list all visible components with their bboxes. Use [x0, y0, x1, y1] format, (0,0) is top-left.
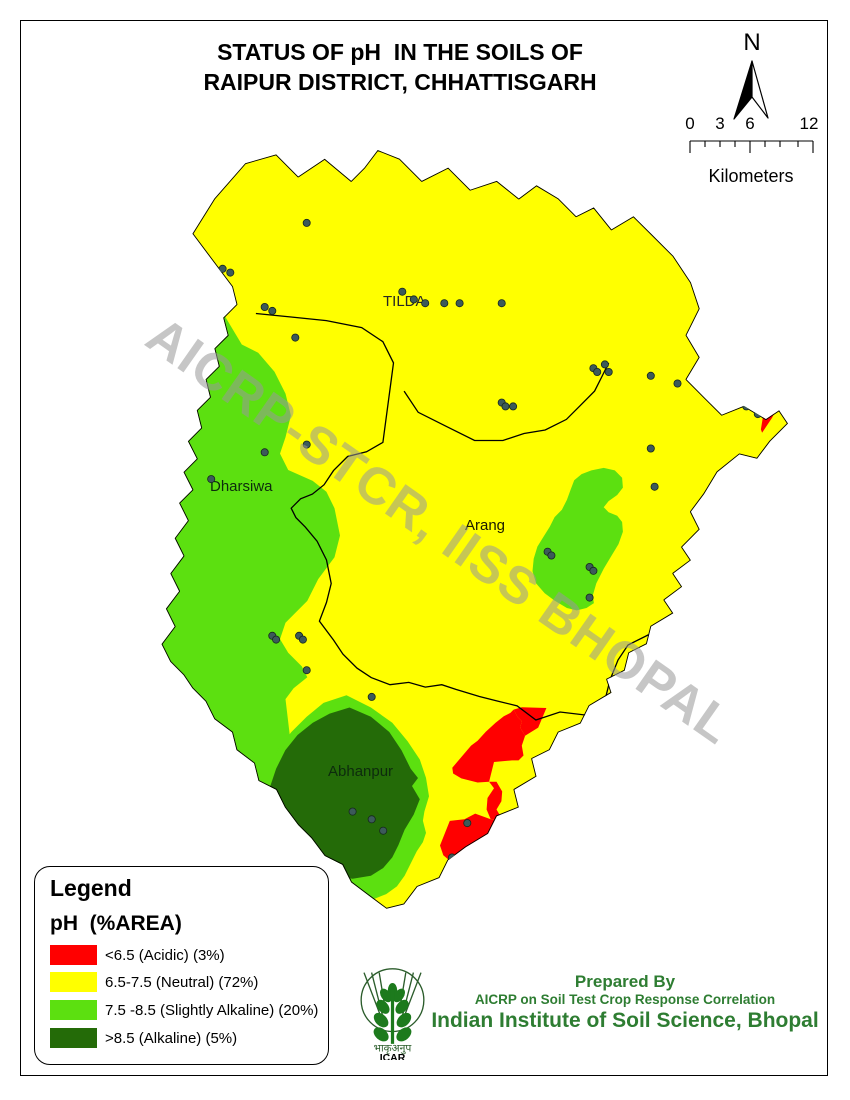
svg-text:TILDA: TILDA	[383, 293, 426, 310]
svg-text:Abhanpur: Abhanpur	[328, 763, 393, 780]
svg-text:Dharsiwa: Dharsiwa	[210, 478, 273, 495]
svg-text:3: 3	[715, 114, 724, 133]
svg-text:ICAR: ICAR	[380, 1053, 406, 1060]
svg-text:0: 0	[685, 114, 694, 133]
svg-text:Kilometers: Kilometers	[708, 166, 793, 186]
svg-text:6: 6	[745, 114, 754, 133]
svg-text:12: 12	[800, 114, 819, 133]
svg-text:N: N	[743, 29, 760, 56]
